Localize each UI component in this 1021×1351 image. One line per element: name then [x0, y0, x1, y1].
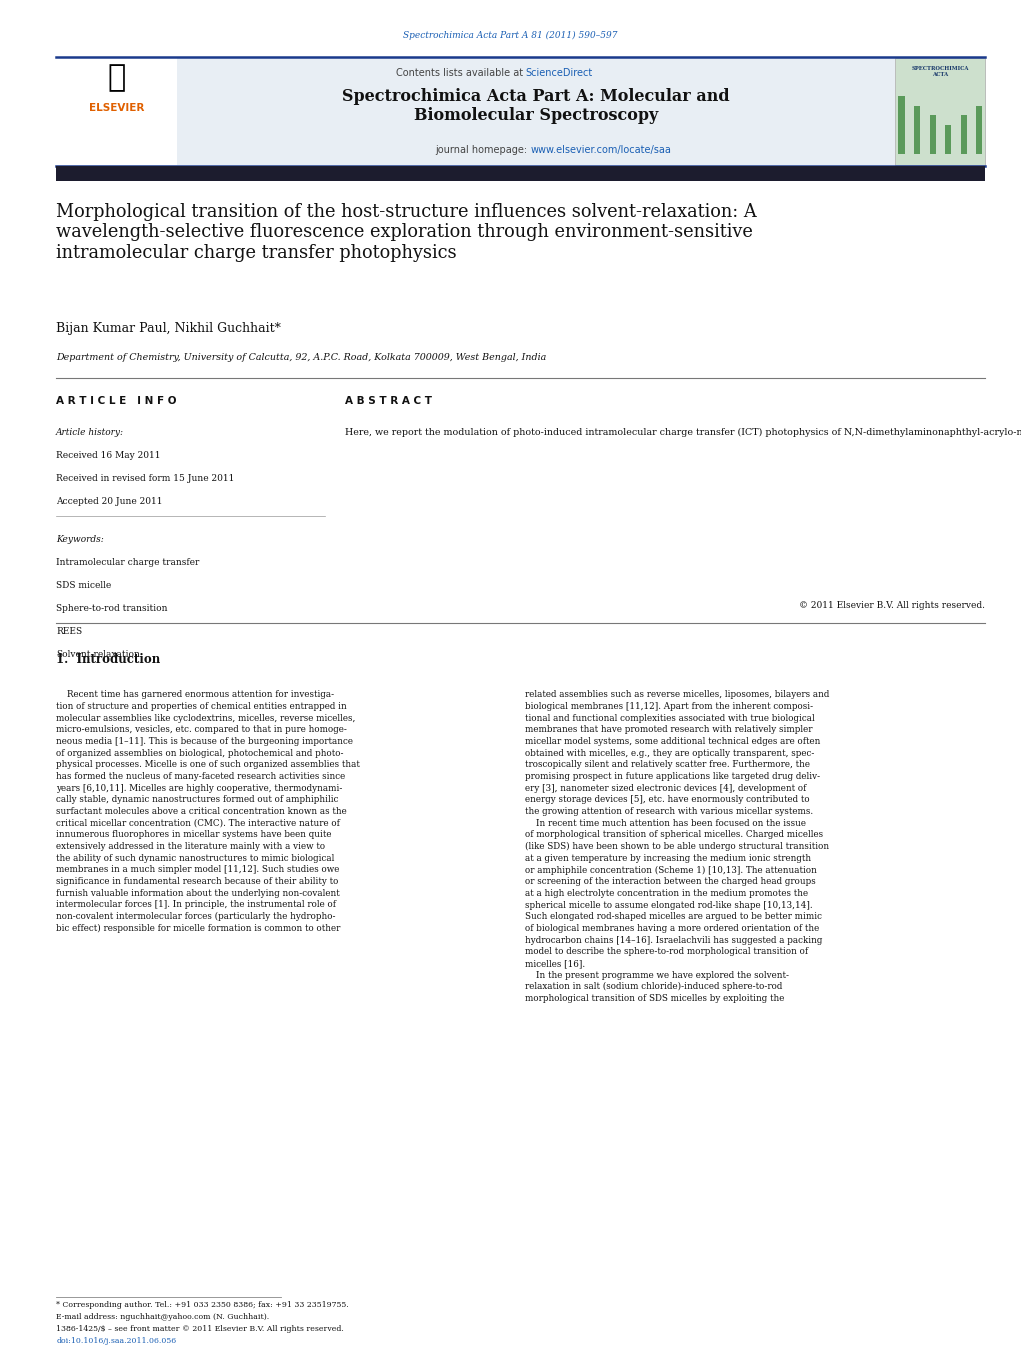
FancyBboxPatch shape — [898, 96, 905, 154]
FancyBboxPatch shape — [177, 58, 895, 165]
Text: doi:10.1016/j.saa.2011.06.056: doi:10.1016/j.saa.2011.06.056 — [56, 1337, 177, 1346]
Text: Spectrochimica Acta Part A: Molecular and
Biomolecular Spectroscopy: Spectrochimica Acta Part A: Molecular an… — [342, 88, 730, 124]
FancyBboxPatch shape — [945, 126, 952, 154]
FancyBboxPatch shape — [56, 58, 177, 165]
Text: Keywords:: Keywords: — [56, 535, 104, 544]
Text: ELSEVIER: ELSEVIER — [89, 104, 144, 113]
FancyBboxPatch shape — [976, 105, 982, 154]
Text: ScienceDirect: ScienceDirect — [526, 68, 593, 77]
Text: Intramolecular charge transfer: Intramolecular charge transfer — [56, 558, 199, 567]
Text: www.elsevier.com/locate/saa: www.elsevier.com/locate/saa — [531, 146, 672, 155]
Text: A R T I C L E   I N F O: A R T I C L E I N F O — [56, 396, 177, 405]
Text: * Corresponding author. Tel.: +91 033 2350 8386; fax: +91 33 23519755.: * Corresponding author. Tel.: +91 033 23… — [56, 1301, 349, 1309]
Text: Recent time has garnered enormous attention for investiga-
tion of structure and: Recent time has garnered enormous attent… — [56, 690, 360, 934]
Text: SPECTROCHIMICA
ACTA: SPECTROCHIMICA ACTA — [912, 66, 969, 77]
Text: REES: REES — [56, 627, 83, 636]
Text: 1386-1425/$ – see front matter © 2011 Elsevier B.V. All rights reserved.: 1386-1425/$ – see front matter © 2011 El… — [56, 1325, 344, 1333]
Text: Here, we report the modulation of photo-induced intramolecular charge transfer (: Here, we report the modulation of photo-… — [345, 428, 1021, 438]
Text: © 2011 Elsevier B.V. All rights reserved.: © 2011 Elsevier B.V. All rights reserved… — [799, 601, 985, 611]
Text: Accepted 20 June 2011: Accepted 20 June 2011 — [56, 497, 162, 507]
Text: Bijan Kumar Paul, Nikhil Guchhait*: Bijan Kumar Paul, Nikhil Guchhait* — [56, 322, 281, 335]
FancyBboxPatch shape — [961, 115, 967, 154]
FancyBboxPatch shape — [929, 115, 935, 154]
Text: related assemblies such as reverse micelles, liposomes, bilayers and
biological : related assemblies such as reverse micel… — [525, 690, 829, 1002]
Text: Received 16 May 2011: Received 16 May 2011 — [56, 451, 160, 461]
Text: Solvent-relaxation: Solvent-relaxation — [56, 650, 140, 659]
Text: 🌲: 🌲 — [107, 63, 126, 92]
Text: Contents lists available at: Contents lists available at — [395, 68, 526, 77]
FancyBboxPatch shape — [56, 166, 985, 181]
FancyBboxPatch shape — [895, 58, 985, 165]
Text: Department of Chemistry, University of Calcutta, 92, A.P.C. Road, Kolkata 700009: Department of Chemistry, University of C… — [56, 353, 546, 362]
Text: journal homepage:: journal homepage: — [436, 146, 531, 155]
Text: Article history:: Article history: — [56, 428, 125, 438]
Text: E-mail address: nguchhait@yahoo.com (N. Guchhait).: E-mail address: nguchhait@yahoo.com (N. … — [56, 1313, 270, 1321]
Text: Spectrochimica Acta Part A 81 (2011) 590–597: Spectrochimica Acta Part A 81 (2011) 590… — [403, 31, 618, 41]
Text: Morphological transition of the host-structure influences solvent-relaxation: A
: Morphological transition of the host-str… — [56, 203, 757, 262]
Text: Received in revised form 15 June 2011: Received in revised form 15 June 2011 — [56, 474, 235, 484]
Text: A B S T R A C T: A B S T R A C T — [345, 396, 432, 405]
FancyBboxPatch shape — [914, 105, 920, 154]
Text: Sphere-to-rod transition: Sphere-to-rod transition — [56, 604, 167, 613]
Text: SDS micelle: SDS micelle — [56, 581, 111, 590]
Text: 1.  Introduction: 1. Introduction — [56, 653, 160, 666]
